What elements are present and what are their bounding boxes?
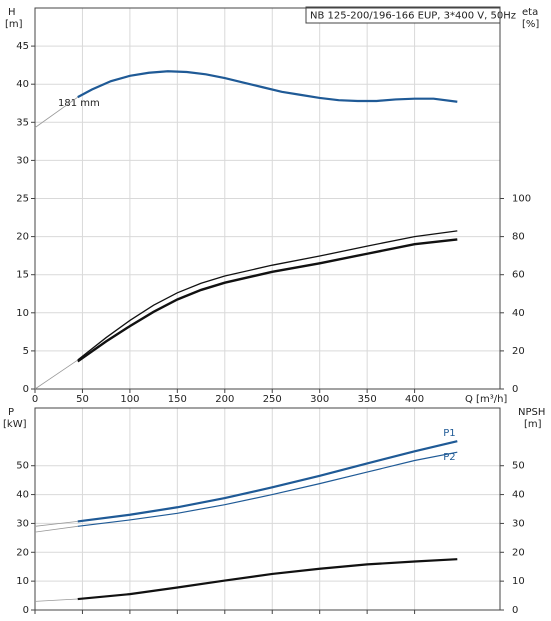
- series-label: P1: [443, 428, 455, 439]
- y2-tick-label: 40: [512, 308, 525, 319]
- x-tick-label: 250: [263, 394, 282, 405]
- curve: [77, 70, 458, 103]
- y-tick-label: 25: [16, 194, 29, 205]
- curve: [77, 238, 458, 363]
- y-tick-label: 45: [16, 41, 29, 52]
- y-tick-label: 0: [23, 384, 29, 395]
- x-tick-label: 200: [215, 394, 234, 405]
- y2-tick-label: 30: [512, 518, 525, 529]
- y-tick-label: 30: [16, 155, 29, 166]
- x-tick-label: 0: [32, 394, 38, 405]
- y-tick-label: 10: [16, 576, 29, 587]
- series-label: P2: [443, 452, 455, 463]
- y2-label-unit: [m]: [524, 419, 542, 430]
- y2-tick-label: 100: [512, 194, 531, 205]
- y2-tick-label: 10: [512, 576, 525, 587]
- y-label-unit: [m]: [5, 19, 23, 30]
- y-label: P: [8, 407, 14, 418]
- y-tick-label: 5: [23, 346, 29, 357]
- y-tick-label: 20: [16, 547, 29, 558]
- x-label: Q [m³/h]: [465, 394, 507, 405]
- y-tick-label: 40: [16, 79, 29, 90]
- y-tick-label: 20: [16, 232, 29, 243]
- y-tick-label: 35: [16, 117, 29, 128]
- y2-tick-label: 20: [512, 346, 525, 357]
- plot-frame: [34, 7, 501, 390]
- x-tick-label: 50: [76, 394, 89, 405]
- x-tick-label: 350: [358, 394, 377, 405]
- x-tick-label: 300: [310, 394, 329, 405]
- y2-tick-label: 20: [512, 547, 525, 558]
- curve: [34, 359, 78, 390]
- x-tick-label: 400: [405, 394, 424, 405]
- y-tick-label: 10: [16, 308, 29, 319]
- plot-frame: [34, 407, 501, 611]
- curve: [34, 525, 78, 533]
- curve: [34, 598, 78, 602]
- curve: [34, 521, 78, 527]
- curve: [77, 558, 458, 601]
- y-tick-label: 0: [23, 605, 29, 616]
- y2-tick-label: 80: [512, 232, 525, 243]
- y2-tick-label: 40: [512, 490, 525, 501]
- y-label-unit: [kW]: [3, 419, 27, 430]
- y-tick-label: 50: [16, 461, 29, 472]
- y2-tick-label: 0: [512, 384, 518, 395]
- annotation: 181 mm: [58, 98, 100, 109]
- y-label: H: [8, 7, 16, 18]
- y2-label: NPSH: [518, 407, 545, 418]
- y-tick-label: 15: [16, 270, 29, 281]
- curve: [77, 451, 458, 527]
- curve: [77, 440, 458, 523]
- y2-tick-label: 50: [512, 461, 525, 472]
- chart-title: NB 125-200/196-166 EUP, 3*400 V, 50Hz: [310, 11, 516, 22]
- y-tick-label: 40: [16, 490, 29, 501]
- y2-label: eta: [522, 7, 538, 18]
- curve: [34, 96, 78, 128]
- y2-tick-label: 60: [512, 270, 525, 281]
- y2-label-unit: [%]: [522, 19, 539, 30]
- curve: [77, 230, 458, 361]
- y-tick-label: 30: [16, 518, 29, 529]
- x-tick-label: 100: [120, 394, 139, 405]
- y2-tick-label: 0: [512, 605, 518, 616]
- x-tick-label: 150: [168, 394, 187, 405]
